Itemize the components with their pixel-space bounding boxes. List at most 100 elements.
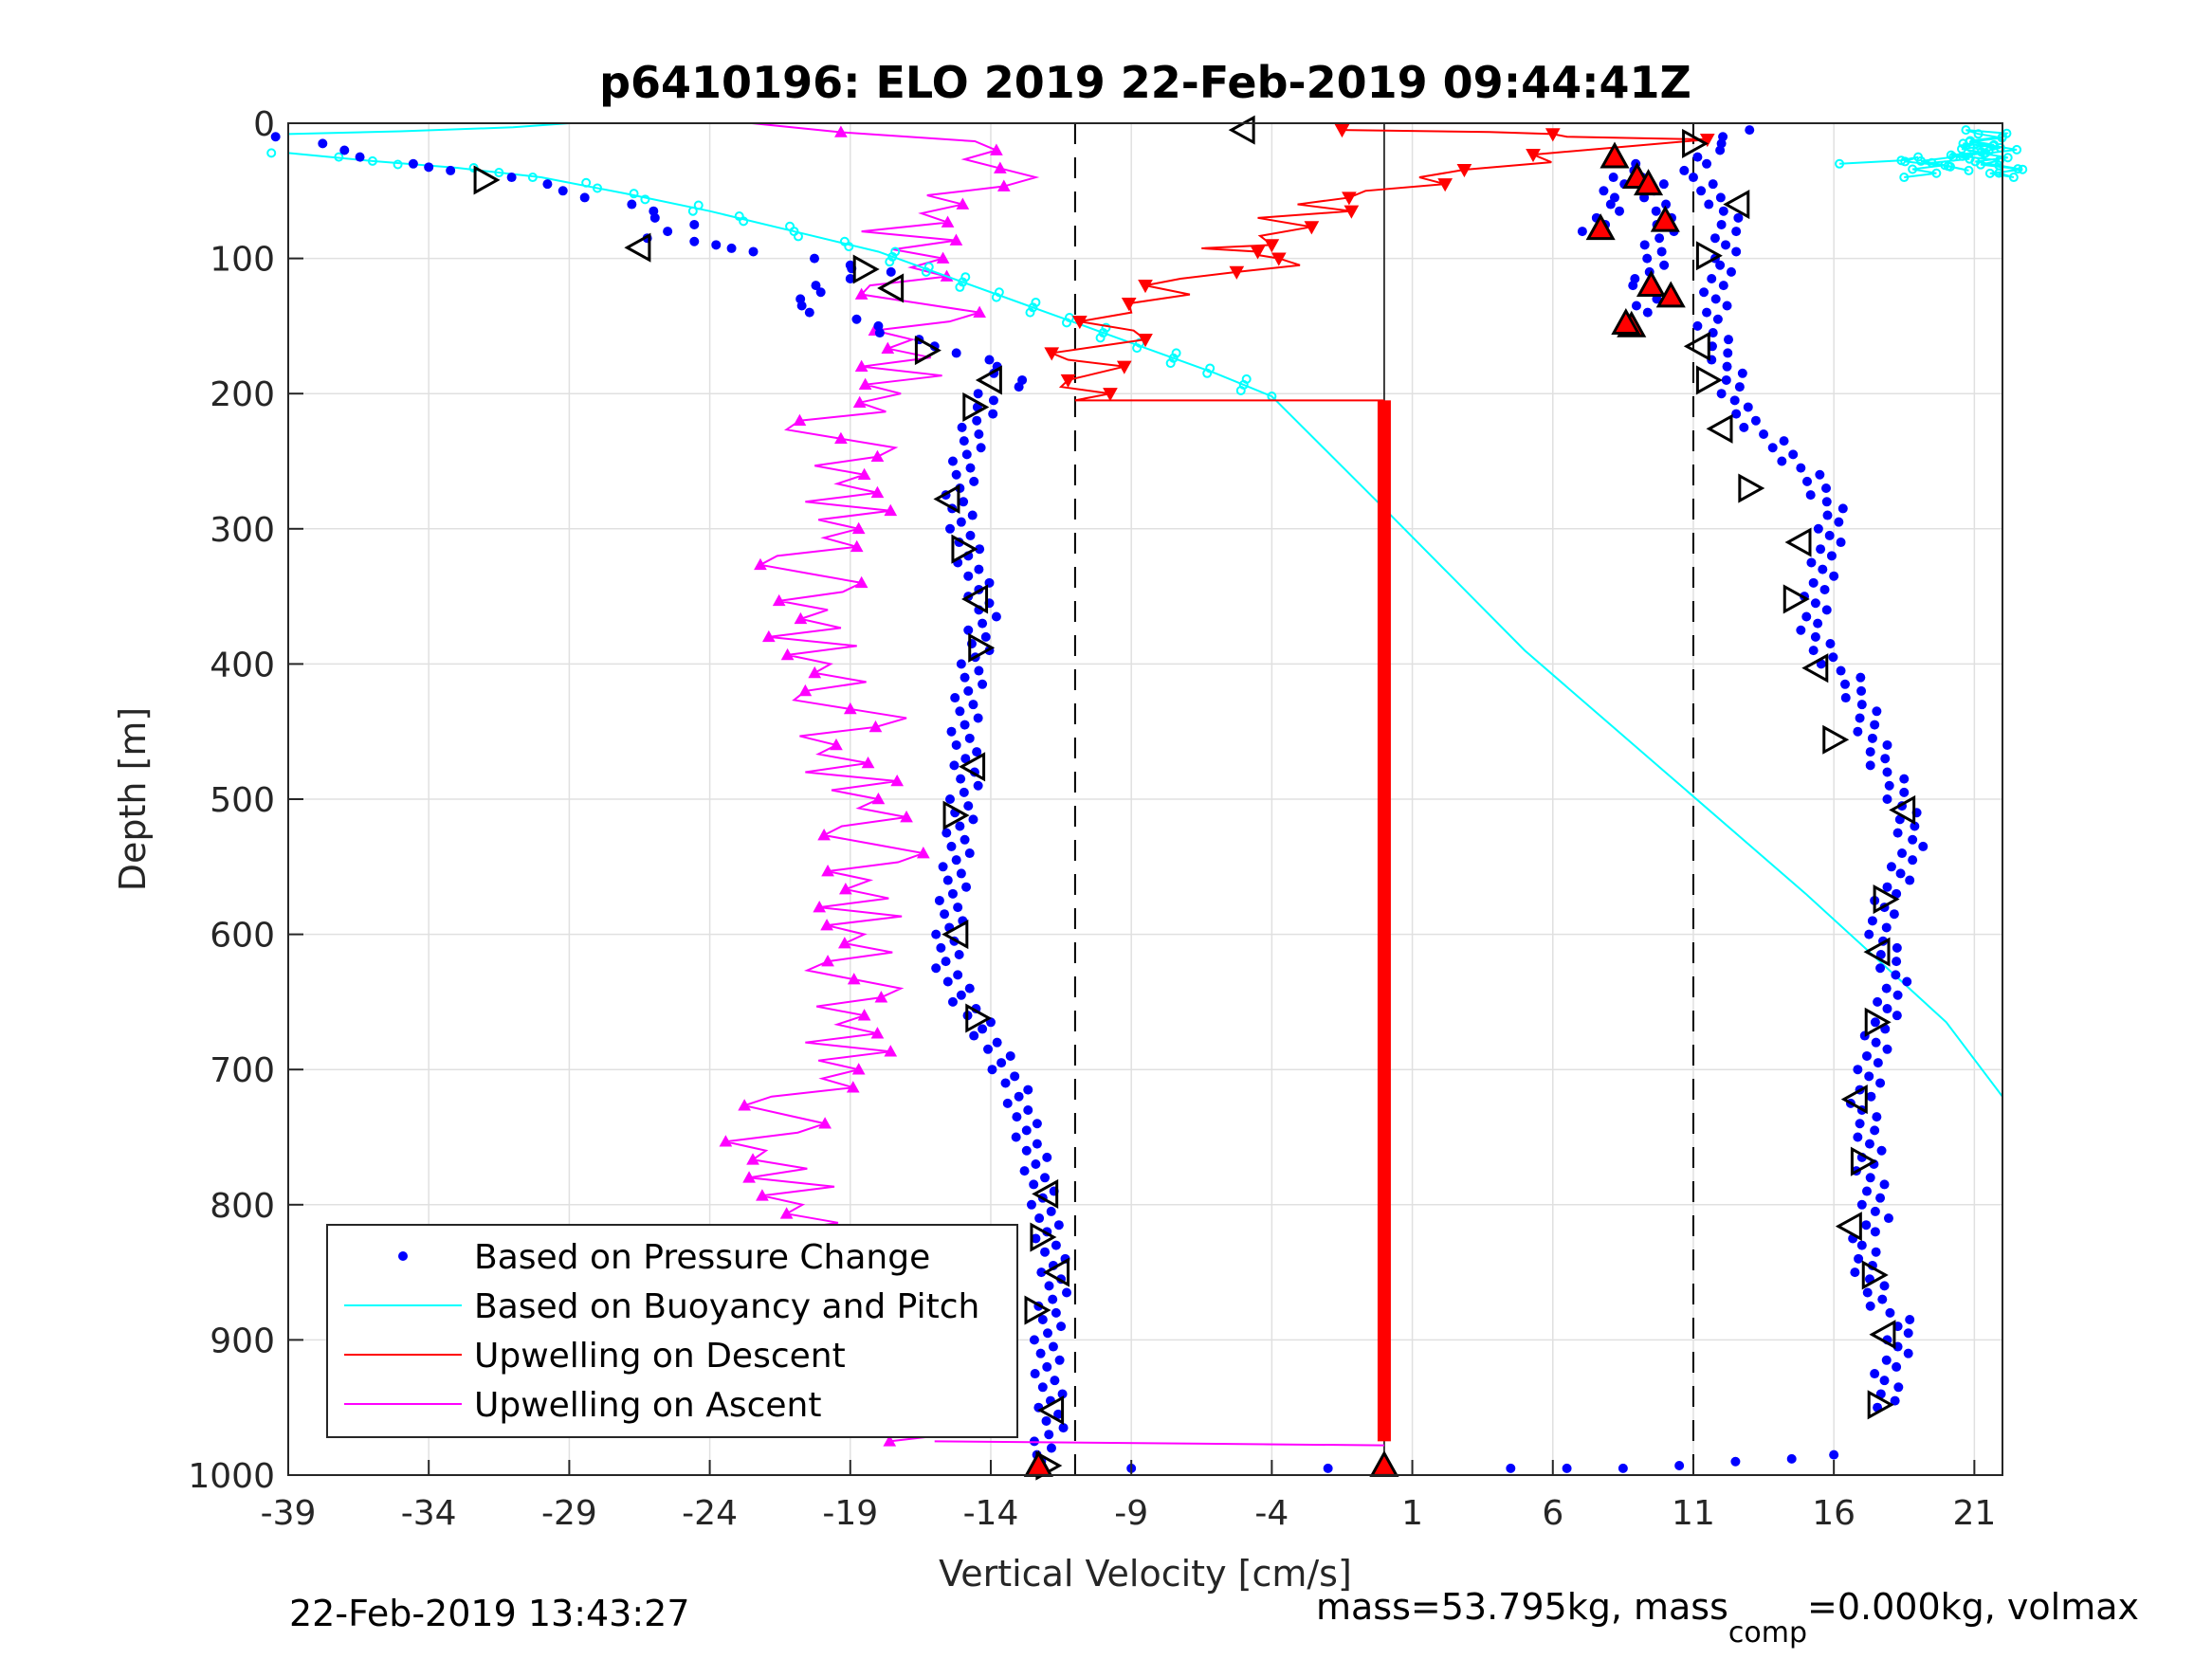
pressure-change-point	[1777, 456, 1787, 466]
legend-label: Based on Buoyancy and Pitch	[474, 1287, 979, 1326]
footer-mass-post: =0.000kg, volmax	[1807, 1586, 2139, 1628]
glider-marker-triangle	[473, 165, 501, 195]
pressure-change-point	[1062, 1287, 1072, 1298]
buoyancy-point	[1165, 358, 1176, 369]
pressure-change-point	[1870, 1227, 1880, 1237]
pressure-change-point	[1828, 652, 1838, 663]
pressure-change-point	[1810, 631, 1820, 642]
pressure-change-point	[318, 138, 328, 149]
pressure-change-point	[1861, 1050, 1872, 1061]
glider-marker-triangle	[942, 800, 970, 830]
glider-marker-triangle	[951, 534, 978, 564]
pressure-change-point	[1881, 922, 1892, 933]
pressure-change-point	[972, 415, 982, 426]
ascent-upwelling-point	[941, 215, 955, 228]
pressure-change-point	[270, 132, 281, 142]
buoyancy-point	[1899, 173, 1910, 183]
pressure-change-point	[1873, 1058, 1883, 1068]
pressure-change-point	[1323, 1463, 1333, 1473]
pressure-change-point	[1041, 1415, 1051, 1426]
pressure-change-point	[1562, 1463, 1572, 1473]
pressure-change-point	[956, 517, 966, 527]
descent-upwelling-point	[1250, 246, 1266, 260]
pressure-change-point	[1881, 983, 1892, 994]
pressure-change-point	[1696, 186, 1707, 196]
y-tick-label: 700	[210, 1051, 275, 1090]
pressure-change-point	[1801, 611, 1812, 622]
pressure-change-point	[1709, 233, 1720, 244]
pressure-change-point	[1716, 389, 1727, 399]
pressure-change-point	[1910, 821, 1920, 831]
pressure-change-point	[974, 428, 984, 439]
pressure-change-point	[934, 895, 944, 905]
pressure-change-point	[1014, 1091, 1024, 1102]
pressure-change-point	[1864, 1071, 1874, 1082]
pressure-change-point	[1908, 855, 1918, 866]
descent-upwelling-point	[1342, 191, 1357, 206]
pressure-change-point	[1692, 320, 1703, 331]
glider-marker-triangle	[1695, 365, 1723, 395]
pressure-change-point	[963, 801, 974, 811]
pressure-change-point	[1718, 206, 1728, 216]
pressure-change-point	[1856, 1240, 1867, 1250]
descent-upwelling-point	[1456, 163, 1472, 178]
pressure-change-point	[1053, 1220, 1064, 1231]
legend: Based on Pressure Change Based on Buoyanc…	[326, 1224, 1018, 1438]
pressure-change-point	[1011, 1132, 1021, 1142]
ascent-upwelling-point	[830, 738, 843, 751]
pressure-change-point	[1853, 726, 1863, 737]
pressure-change-point	[964, 733, 975, 743]
descent-upwelling-column	[1377, 400, 1391, 1442]
ascent-upwelling-point	[854, 359, 868, 372]
footer-mass-sub: comp	[1728, 1616, 1807, 1650]
pressure-change-point	[1879, 1376, 1890, 1386]
glider-marker-triangle	[975, 365, 1002, 395]
glider-marker-triangle	[1869, 1320, 1896, 1350]
pressure-change-point	[983, 1044, 994, 1054]
ascent-upwelling-point	[854, 575, 868, 589]
pressure-change-point	[1861, 1186, 1872, 1196]
pressure-change-point	[1042, 1152, 1052, 1162]
pressure-change-point	[1618, 1463, 1628, 1473]
pressure-change-point	[945, 523, 956, 534]
pressure-change-point	[1707, 273, 1717, 283]
pressure-change-point	[1726, 266, 1736, 277]
pressure-change-point	[1890, 1395, 1900, 1406]
pressure-change-point	[967, 510, 978, 520]
pressure-change-point	[972, 747, 982, 757]
y-tick-label: 200	[210, 375, 275, 414]
pressure-change-point	[1865, 747, 1875, 757]
pressure-change-point	[804, 307, 814, 318]
pressure-change-point	[1718, 281, 1728, 291]
pressure-change-point	[1767, 443, 1778, 453]
pressure-change-point	[960, 754, 971, 764]
pressure-change-point	[1867, 916, 1877, 926]
pressure-change-point	[1808, 577, 1819, 588]
buoyancy-point	[266, 148, 277, 158]
glider-marker-triangle	[1024, 1295, 1051, 1325]
pressure-change-point	[1005, 1050, 1015, 1061]
buoyancy-point	[640, 194, 650, 205]
pressure-change-point	[965, 463, 976, 473]
pressure-change-point	[1870, 1017, 1880, 1028]
pressure-change-point	[1699, 287, 1709, 298]
pressure-change-point	[1837, 503, 1848, 514]
pressure-change-point	[1026, 1199, 1036, 1210]
pressure-change-point	[1599, 186, 1609, 196]
glider-marker-triangle	[1030, 1222, 1057, 1252]
pressure-change-point	[1046, 1206, 1056, 1216]
x-tick-label: -24	[682, 1494, 738, 1533]
descent-upwelling-point	[1116, 360, 1132, 374]
pressure-change-point	[1759, 428, 1769, 439]
ascent-upwelling-point	[834, 125, 848, 137]
pressure-change-point	[1796, 463, 1806, 473]
pressure-change-point	[1702, 158, 1712, 169]
buoyancy-point	[739, 216, 749, 227]
ascent-upwelling-point	[843, 702, 857, 715]
pressure-change-point	[1786, 1453, 1797, 1464]
pressure-change-point	[1871, 1247, 1881, 1257]
buoyancy-point	[1984, 168, 1995, 178]
pressure-change-point	[1731, 409, 1742, 419]
pressure-change-point	[1865, 760, 1875, 771]
pressure-change-point	[1829, 1449, 1839, 1460]
